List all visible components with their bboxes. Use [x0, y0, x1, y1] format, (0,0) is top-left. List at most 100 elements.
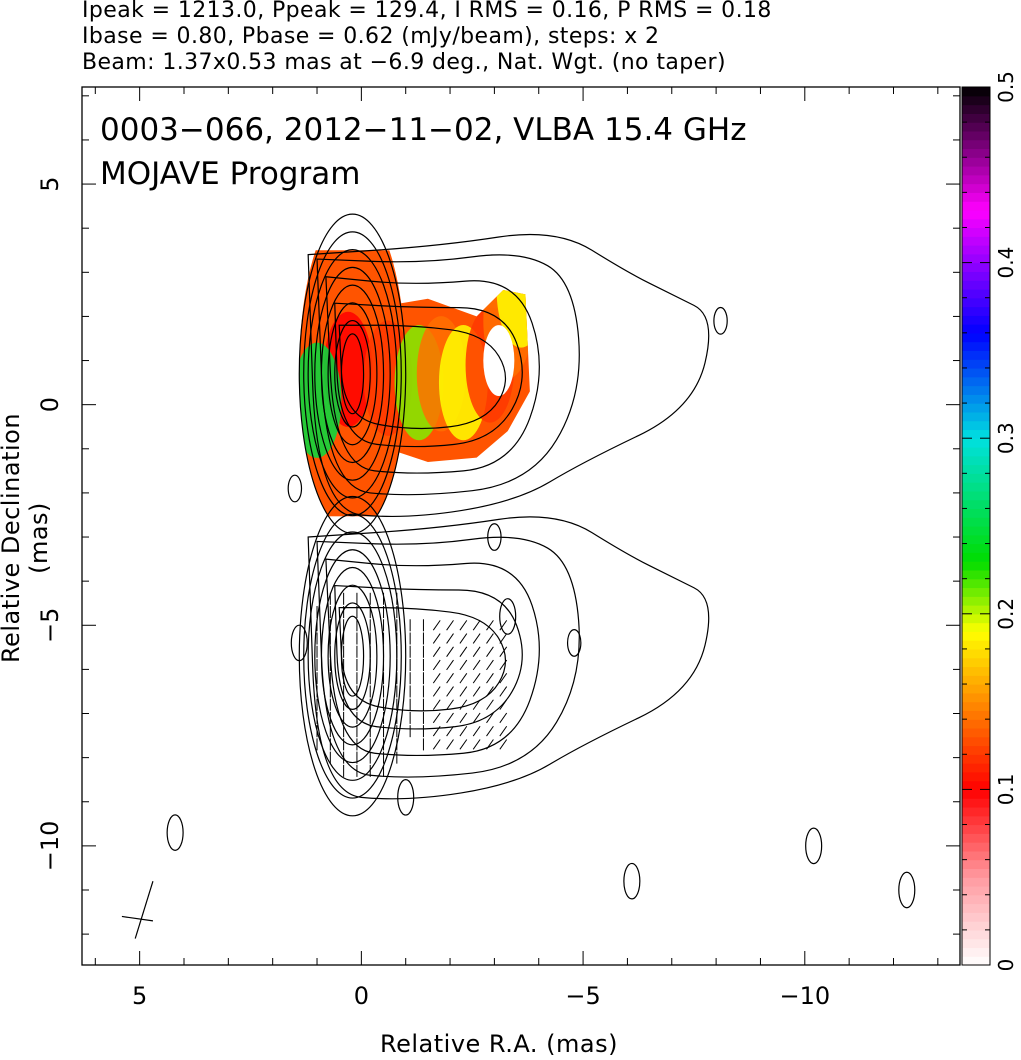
evpa-vector — [432, 739, 441, 750]
evpa-vector — [499, 646, 508, 657]
colorbar-step — [962, 833, 990, 843]
jet-contour-0 — [338, 607, 507, 712]
evpa-vector — [499, 686, 508, 697]
evpa-vector — [432, 646, 441, 657]
core-contour-6 — [303, 513, 402, 799]
polarization-color-map — [299, 232, 530, 517]
colorbar-step — [962, 490, 990, 501]
jet-contour-3 — [316, 254, 580, 496]
colorbar-step — [962, 877, 990, 887]
colorbar-step — [962, 227, 990, 237]
colorbar-step — [962, 446, 990, 457]
x-tick-label: −5 — [565, 982, 600, 1010]
colorbar-step — [962, 885, 990, 896]
evpa-vector — [499, 633, 508, 644]
colorbar-step — [962, 122, 990, 132]
colorbar-step — [962, 385, 990, 395]
colorbar-step — [962, 218, 990, 229]
colorbar: 0 0.1 0.2 0.3 0.4 0.5 — [961, 71, 1018, 971]
colorbar-step — [962, 183, 990, 193]
evpa-vector — [432, 699, 441, 710]
evpa-vector — [446, 673, 454, 684]
pol-region-8 — [299, 342, 342, 458]
colorbar-step — [962, 157, 990, 167]
core-contour-2 — [327, 584, 378, 728]
evpa-vector — [459, 699, 468, 710]
x-tick-label: 0 — [354, 982, 369, 1010]
x-axis-label: Relative R.A. (mas) — [380, 1030, 618, 1058]
colorbar-step — [962, 473, 990, 483]
header-line-2: Ibase = 0.80, Pbase = 0.62 (mJy/beam), s… — [82, 24, 660, 49]
colorbar-tick-label: 0.4 — [994, 247, 1018, 279]
evpa-vector — [472, 739, 481, 750]
colorbar-step — [962, 297, 990, 308]
colorbar-step — [962, 903, 990, 913]
colorbar-step — [962, 631, 990, 641]
y-axis-label: Relative Declination (mas) — [0, 412, 53, 664]
core-contour-4 — [314, 266, 391, 481]
colorbar-step — [962, 657, 990, 668]
evpa-vector — [446, 633, 454, 644]
colorbar-step — [962, 139, 990, 150]
colorbar-step — [962, 376, 990, 387]
colorbar-step — [962, 648, 990, 659]
polarization-vectors — [316, 592, 508, 777]
isolated-contour-6 — [623, 862, 641, 900]
colorbar-step — [962, 675, 990, 685]
evpa-vector — [486, 712, 494, 724]
colorbar-step — [962, 894, 990, 905]
beam-minor-axis — [121, 915, 154, 922]
colorbar-step — [962, 534, 990, 545]
y-tick-label: 5 — [36, 176, 64, 191]
isolated-contour-3 — [499, 598, 517, 635]
colorbar-step — [962, 850, 990, 861]
evpa-vector — [486, 699, 494, 710]
jet-contour-3 — [316, 536, 580, 778]
colorbar-step — [962, 552, 990, 562]
colorbar-step — [962, 464, 990, 474]
evpa-vector — [432, 712, 441, 724]
evpa-vector — [432, 686, 441, 697]
colorbar-step — [962, 684, 990, 694]
colorbar-step — [962, 719, 990, 729]
evpa-vector — [472, 646, 481, 657]
colorbar-step — [962, 640, 990, 650]
colorbar-step — [962, 324, 990, 334]
y-tick-label: −10 — [36, 821, 64, 872]
isolated-contour-0 — [290, 624, 308, 662]
y-tick-label: −5 — [36, 608, 64, 643]
colorbar-tick-label: 0.5 — [994, 71, 1018, 103]
colorbar-step — [962, 526, 990, 536]
y-tick-label: 0 — [36, 397, 64, 412]
colorbar-step — [962, 262, 990, 272]
colorbar-step — [962, 192, 990, 202]
colorbar-step — [962, 912, 990, 922]
evpa-vector — [446, 699, 454, 710]
colorbar-step — [962, 780, 990, 790]
beam-major-axis — [134, 880, 154, 939]
colorbar-step — [962, 956, 990, 966]
colorbar-step — [962, 745, 990, 755]
evpa-vector — [472, 725, 481, 737]
evpa-vector — [432, 633, 441, 644]
colorbar-step — [962, 789, 990, 799]
core-contour-7 — [298, 495, 407, 817]
colorbar-step — [962, 754, 990, 764]
colorbar-step — [962, 95, 990, 106]
header-line-3: Beam: 1.37x0.53 mas at −6.9 deg., Nat. W… — [82, 50, 726, 75]
evpa-vector — [472, 699, 481, 710]
colorbar-step — [962, 798, 990, 808]
plot-frame: 5 0 −5 −10 5 0 −5 −10 — [36, 86, 961, 1010]
colorbar-step — [962, 736, 990, 747]
core-contour-5 — [307, 249, 398, 499]
jet-contour-2 — [325, 558, 540, 757]
chart-subtitle: MOJAVE Program — [100, 156, 360, 192]
evpa-vector — [432, 620, 441, 631]
evpa-vector — [432, 673, 441, 684]
isolated-contour-1 — [166, 814, 184, 851]
pol-gap — [483, 325, 515, 397]
colorbar-step — [962, 411, 990, 422]
colorbar-step — [962, 613, 990, 624]
core-contour-6 — [303, 231, 402, 517]
